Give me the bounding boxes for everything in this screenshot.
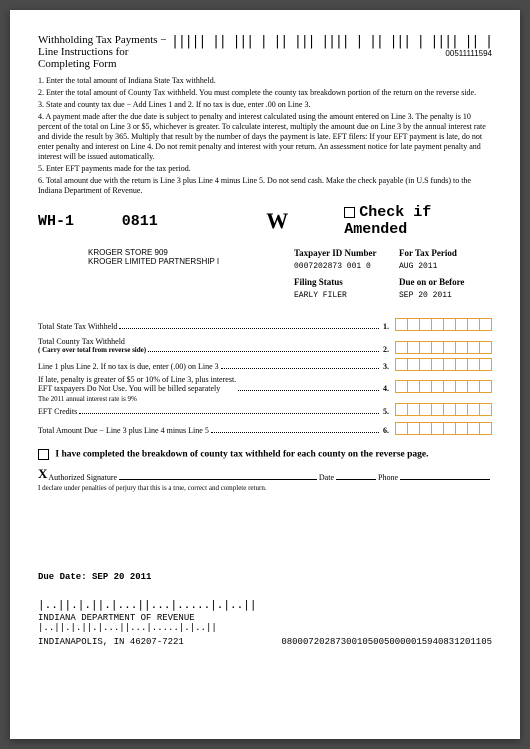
line4-note: The 2011 annual interest rate is 9% bbox=[38, 395, 492, 403]
filing-value: EARLY FILER bbox=[294, 291, 379, 300]
taxpayer-block: KROGER STORE 909 KROGER LIMITED PARTNERS… bbox=[88, 248, 268, 306]
due-label: Due on or Before bbox=[399, 277, 484, 287]
taxpayer-line1: KROGER STORE 909 bbox=[88, 248, 268, 257]
barcode-number: 00511111594 bbox=[171, 49, 492, 58]
certification: I have completed the breakdown of county… bbox=[38, 449, 492, 460]
line3-label: Line 1 plus Line 2. If no tax is due, en… bbox=[38, 362, 219, 371]
signature-row: X Authorized Signature Date Phone bbox=[38, 466, 492, 482]
taxpayer-line2: KROGER LIMITED PARTNERSHIP I bbox=[88, 257, 268, 266]
line1-label: Total State Tax Withheld bbox=[38, 322, 117, 331]
due-date-label: Due Date: bbox=[38, 572, 87, 582]
due-value: SEP 20 2011 bbox=[399, 291, 484, 300]
line4-boxes[interactable] bbox=[395, 380, 492, 393]
cert-checkbox[interactable] bbox=[38, 449, 49, 460]
due-date-value: SEP 20 2011 bbox=[92, 572, 151, 582]
header: Withholding Tax Payments − Line Instruct… bbox=[38, 34, 492, 70]
barcode: ||||| || ||| | || ||| |||| | || ||| | ||… bbox=[171, 34, 492, 49]
bottom-row: INDIANAPOLIS, IN 46207-7221 080007202873… bbox=[38, 637, 492, 647]
amended-group: Check if Amended bbox=[344, 204, 492, 238]
form-code: WH-1 bbox=[38, 213, 94, 230]
due-date-block: Due Date: SEP 20 2011 bbox=[38, 572, 492, 582]
line3-num: 3. bbox=[381, 362, 389, 371]
date-label: Date bbox=[319, 473, 334, 482]
line1-num: 1. bbox=[381, 322, 389, 331]
period-value: AUG 2011 bbox=[399, 262, 484, 271]
amended-checkbox[interactable] bbox=[344, 207, 355, 218]
tid-value: 0007202873 001 0 bbox=[294, 262, 379, 271]
dots bbox=[148, 351, 379, 352]
address: INDIANAPOLIS, IN 46207-7221 bbox=[38, 637, 184, 647]
line2-boxes[interactable] bbox=[395, 341, 492, 354]
department: INDIANA DEPARTMENT OF REVENUE bbox=[38, 613, 492, 623]
amended-label: Check if Amended bbox=[344, 204, 431, 238]
line6-num: 6. bbox=[381, 426, 389, 435]
dots bbox=[119, 328, 379, 329]
line5-boxes[interactable] bbox=[395, 403, 492, 416]
dots bbox=[211, 432, 379, 433]
cert-text: I have completed the breakdown of county… bbox=[55, 450, 428, 460]
form-page: Withholding Tax Payments − Line Instruct… bbox=[10, 10, 520, 739]
date-line[interactable] bbox=[336, 479, 376, 480]
filing-label: Filing Status bbox=[294, 277, 379, 287]
line2-label: Total County Tax Withheld ( Carry over t… bbox=[38, 337, 146, 354]
line4-num: 4. bbox=[381, 384, 389, 393]
form-letter: W bbox=[266, 208, 288, 234]
line3-boxes[interactable] bbox=[395, 358, 492, 371]
line2-num: 2. bbox=[381, 345, 389, 354]
right-info: Taxpayer ID Number 0007202873 001 0 Fili… bbox=[294, 248, 484, 306]
signature-label: Authorized Signature bbox=[48, 473, 117, 482]
instruction-4: 4. A payment made after the due date is … bbox=[38, 112, 492, 162]
line5-num: 5. bbox=[381, 407, 389, 416]
line4-label: If late, penalty is greater of $5 or 10%… bbox=[38, 375, 236, 393]
form-header: WH-1 0811 W Check if Amended bbox=[38, 204, 492, 238]
instructions: 1. Enter the total amount of Indiana Sta… bbox=[38, 76, 492, 196]
tid-label: Taxpayer ID Number bbox=[294, 248, 379, 258]
instruction-1: 1. Enter the total amount of Indiana Sta… bbox=[38, 76, 492, 86]
phone-line[interactable] bbox=[400, 479, 490, 480]
line6-label: Total Amount Due − Line 3 plus Line 4 mi… bbox=[38, 426, 209, 435]
line5-label: EFT Credits bbox=[38, 407, 77, 416]
postal-barcode-2: |..||.|.||.|...||...|.....|.|..|| bbox=[38, 623, 492, 633]
dots bbox=[221, 368, 379, 369]
instruction-3: 3. State and county tax due − Add Lines … bbox=[38, 100, 492, 110]
page-title: Withholding Tax Payments − Line Instruct… bbox=[38, 34, 171, 70]
info-row: KROGER STORE 909 KROGER LIMITED PARTNERS… bbox=[38, 248, 492, 306]
line6-boxes[interactable] bbox=[395, 422, 492, 435]
period-label: For Tax Period bbox=[399, 248, 484, 258]
instruction-6: 6. Total amount due with the return is L… bbox=[38, 176, 492, 196]
dots bbox=[79, 413, 379, 414]
instruction-5: 5. Enter EFT payments made for the tax p… bbox=[38, 164, 492, 174]
dots bbox=[238, 390, 379, 391]
signature-line[interactable] bbox=[119, 479, 317, 480]
phone-label: Phone bbox=[378, 473, 398, 482]
long-number: 080007202873001050050000015940831201105 bbox=[281, 637, 492, 647]
perjury-text: I declare under penalties of perjury tha… bbox=[38, 484, 492, 492]
calc-lines: Total State Tax Withheld 1. Total County… bbox=[38, 318, 492, 435]
form-year: 0811 bbox=[122, 213, 168, 230]
signature-x: X bbox=[38, 466, 47, 482]
instruction-2: 2. Enter the total amount of County Tax … bbox=[38, 88, 492, 98]
line1-boxes[interactable] bbox=[395, 318, 492, 331]
postal-barcode-1: |..||.|.||.|...||...|.....|.|..|| bbox=[38, 598, 492, 611]
barcode-block: ||||| || ||| | || ||| |||| | || ||| | ||… bbox=[171, 34, 492, 58]
